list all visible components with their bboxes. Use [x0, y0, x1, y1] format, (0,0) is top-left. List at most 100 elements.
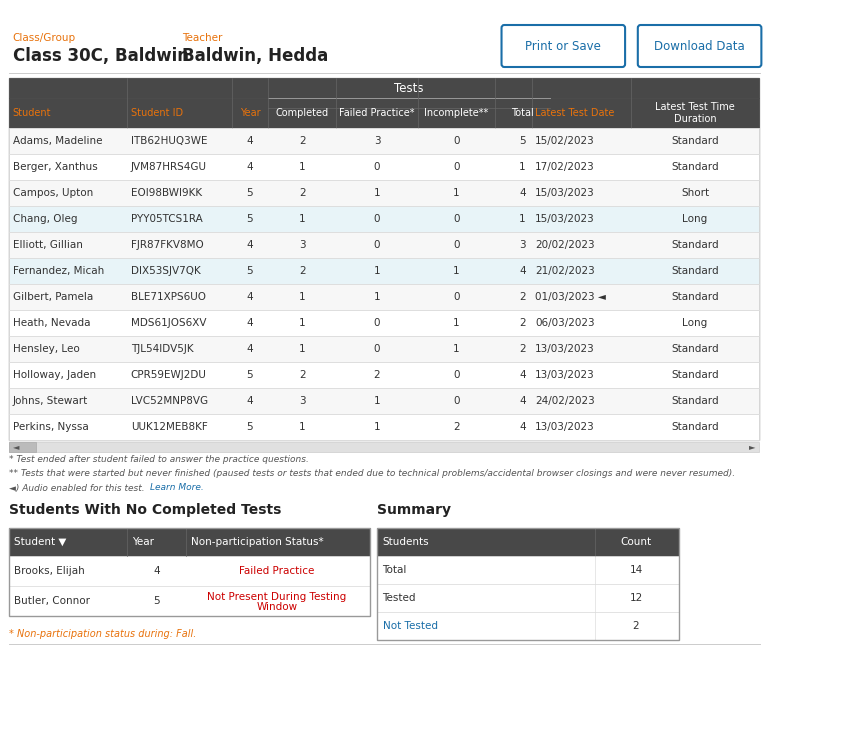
- Text: 3: 3: [299, 396, 306, 406]
- Bar: [9, 528, 370, 616]
- Text: 2: 2: [299, 370, 306, 380]
- Text: 2: 2: [299, 136, 306, 146]
- Text: Total: Total: [511, 108, 534, 118]
- Text: 4: 4: [519, 396, 526, 406]
- Text: Students: Students: [383, 537, 429, 547]
- Text: 0: 0: [374, 162, 380, 172]
- Text: 1: 1: [374, 188, 380, 198]
- Text: 4: 4: [246, 136, 253, 146]
- Bar: [9, 414, 759, 440]
- Text: Long: Long: [683, 318, 708, 328]
- Text: 1: 1: [299, 292, 306, 302]
- Text: 13/03/2023: 13/03/2023: [535, 422, 595, 432]
- Text: 0: 0: [453, 292, 460, 302]
- Bar: [9, 388, 759, 414]
- Text: 3: 3: [299, 240, 306, 250]
- Text: 4: 4: [246, 396, 253, 406]
- Bar: [9, 78, 759, 440]
- Text: 12: 12: [629, 593, 643, 603]
- Text: 1: 1: [374, 292, 380, 302]
- Text: 1: 1: [299, 318, 306, 328]
- Text: 2: 2: [519, 344, 526, 354]
- Bar: [9, 336, 759, 362]
- Text: 1: 1: [374, 396, 380, 406]
- Text: * Test ended after student failed to answer the practice questions.: * Test ended after student failed to ans…: [9, 456, 309, 465]
- Text: 0: 0: [374, 318, 380, 328]
- Text: * Non-participation status during: Fall.: * Non-participation status during: Fall.: [9, 629, 197, 639]
- Bar: [9, 362, 759, 388]
- Text: 5: 5: [519, 136, 526, 146]
- Bar: [377, 528, 678, 640]
- Text: Butler, Connor: Butler, Connor: [14, 596, 90, 606]
- Text: 01/03/2023 ◄: 01/03/2023 ◄: [535, 292, 606, 302]
- Text: Standard: Standard: [671, 292, 719, 302]
- Text: Print or Save: Print or Save: [525, 40, 601, 52]
- Text: Student ▼: Student ▼: [14, 537, 66, 547]
- Text: 1: 1: [374, 266, 380, 276]
- Text: CPR59EWJ2DU: CPR59EWJ2DU: [130, 370, 207, 380]
- Text: 0: 0: [374, 344, 380, 354]
- Text: Summary: Summary: [377, 503, 451, 517]
- Text: Latest Test Date: Latest Test Date: [535, 108, 615, 118]
- Bar: [9, 258, 759, 284]
- Text: 1: 1: [453, 266, 460, 276]
- Bar: [377, 584, 678, 612]
- Text: 2: 2: [299, 188, 306, 198]
- Text: 4: 4: [246, 318, 253, 328]
- Text: 5: 5: [246, 188, 253, 198]
- Text: 2: 2: [519, 292, 526, 302]
- Text: 2: 2: [299, 266, 306, 276]
- Text: Standard: Standard: [671, 136, 719, 146]
- Text: 15/03/2023: 15/03/2023: [535, 188, 595, 198]
- Text: Chang, Oleg: Chang, Oleg: [13, 214, 77, 224]
- Text: Download Data: Download Data: [654, 40, 745, 52]
- Text: 0: 0: [453, 162, 460, 172]
- Bar: [9, 528, 370, 556]
- Text: 0: 0: [374, 214, 380, 224]
- Text: Class/Group: Class/Group: [13, 33, 76, 43]
- Text: Student ID: Student ID: [130, 108, 183, 118]
- Text: Short: Short: [681, 188, 709, 198]
- Text: Not Tested: Not Tested: [383, 621, 438, 631]
- Text: 5: 5: [246, 370, 253, 380]
- Text: 21/02/2023: 21/02/2023: [535, 266, 595, 276]
- Text: LVC52MNP8VG: LVC52MNP8VG: [130, 396, 208, 406]
- Text: 5: 5: [246, 214, 253, 224]
- Text: Perkins, Nyssa: Perkins, Nyssa: [13, 422, 88, 432]
- Text: 06/03/2023: 06/03/2023: [535, 318, 595, 328]
- Text: ITB62HUQ3WE: ITB62HUQ3WE: [130, 136, 208, 146]
- Text: Elliott, Gillian: Elliott, Gillian: [13, 240, 83, 250]
- Text: 4: 4: [519, 422, 526, 432]
- Text: Baldwin, Hedda: Baldwin, Hedda: [182, 47, 328, 65]
- Text: 2: 2: [453, 422, 460, 432]
- Bar: [9, 78, 759, 98]
- Bar: [377, 556, 678, 584]
- Text: ►: ►: [749, 442, 755, 451]
- Text: Not Present During Testing: Not Present During Testing: [208, 592, 346, 601]
- Text: ** Tests that were started but never finished (paused tests or tests that ended : ** Tests that were started but never fin…: [9, 469, 735, 478]
- Text: Year: Year: [132, 537, 154, 547]
- Text: Class 30C, Baldwin: Class 30C, Baldwin: [13, 47, 189, 65]
- Text: 0: 0: [453, 396, 460, 406]
- Text: Campos, Upton: Campos, Upton: [13, 188, 93, 198]
- Bar: [9, 442, 759, 452]
- Text: 13/03/2023: 13/03/2023: [535, 370, 595, 380]
- Text: 1: 1: [299, 344, 306, 354]
- Text: Fernandez, Micah: Fernandez, Micah: [13, 266, 104, 276]
- Bar: [9, 206, 759, 232]
- Text: 14: 14: [629, 565, 643, 575]
- Text: Student: Student: [13, 108, 51, 118]
- Bar: [9, 586, 370, 616]
- Bar: [9, 154, 759, 180]
- FancyBboxPatch shape: [638, 25, 761, 67]
- Text: Gilbert, Pamela: Gilbert, Pamela: [13, 292, 93, 302]
- Text: 4: 4: [246, 344, 253, 354]
- Text: 1: 1: [299, 214, 306, 224]
- Text: Non-participation Status*: Non-participation Status*: [191, 537, 324, 547]
- Text: 4: 4: [153, 566, 159, 576]
- Text: Total: Total: [383, 565, 407, 575]
- Text: DIX53SJV7QK: DIX53SJV7QK: [130, 266, 201, 276]
- Text: Standard: Standard: [671, 422, 719, 432]
- Text: 1: 1: [519, 162, 526, 172]
- Text: 3: 3: [374, 136, 380, 146]
